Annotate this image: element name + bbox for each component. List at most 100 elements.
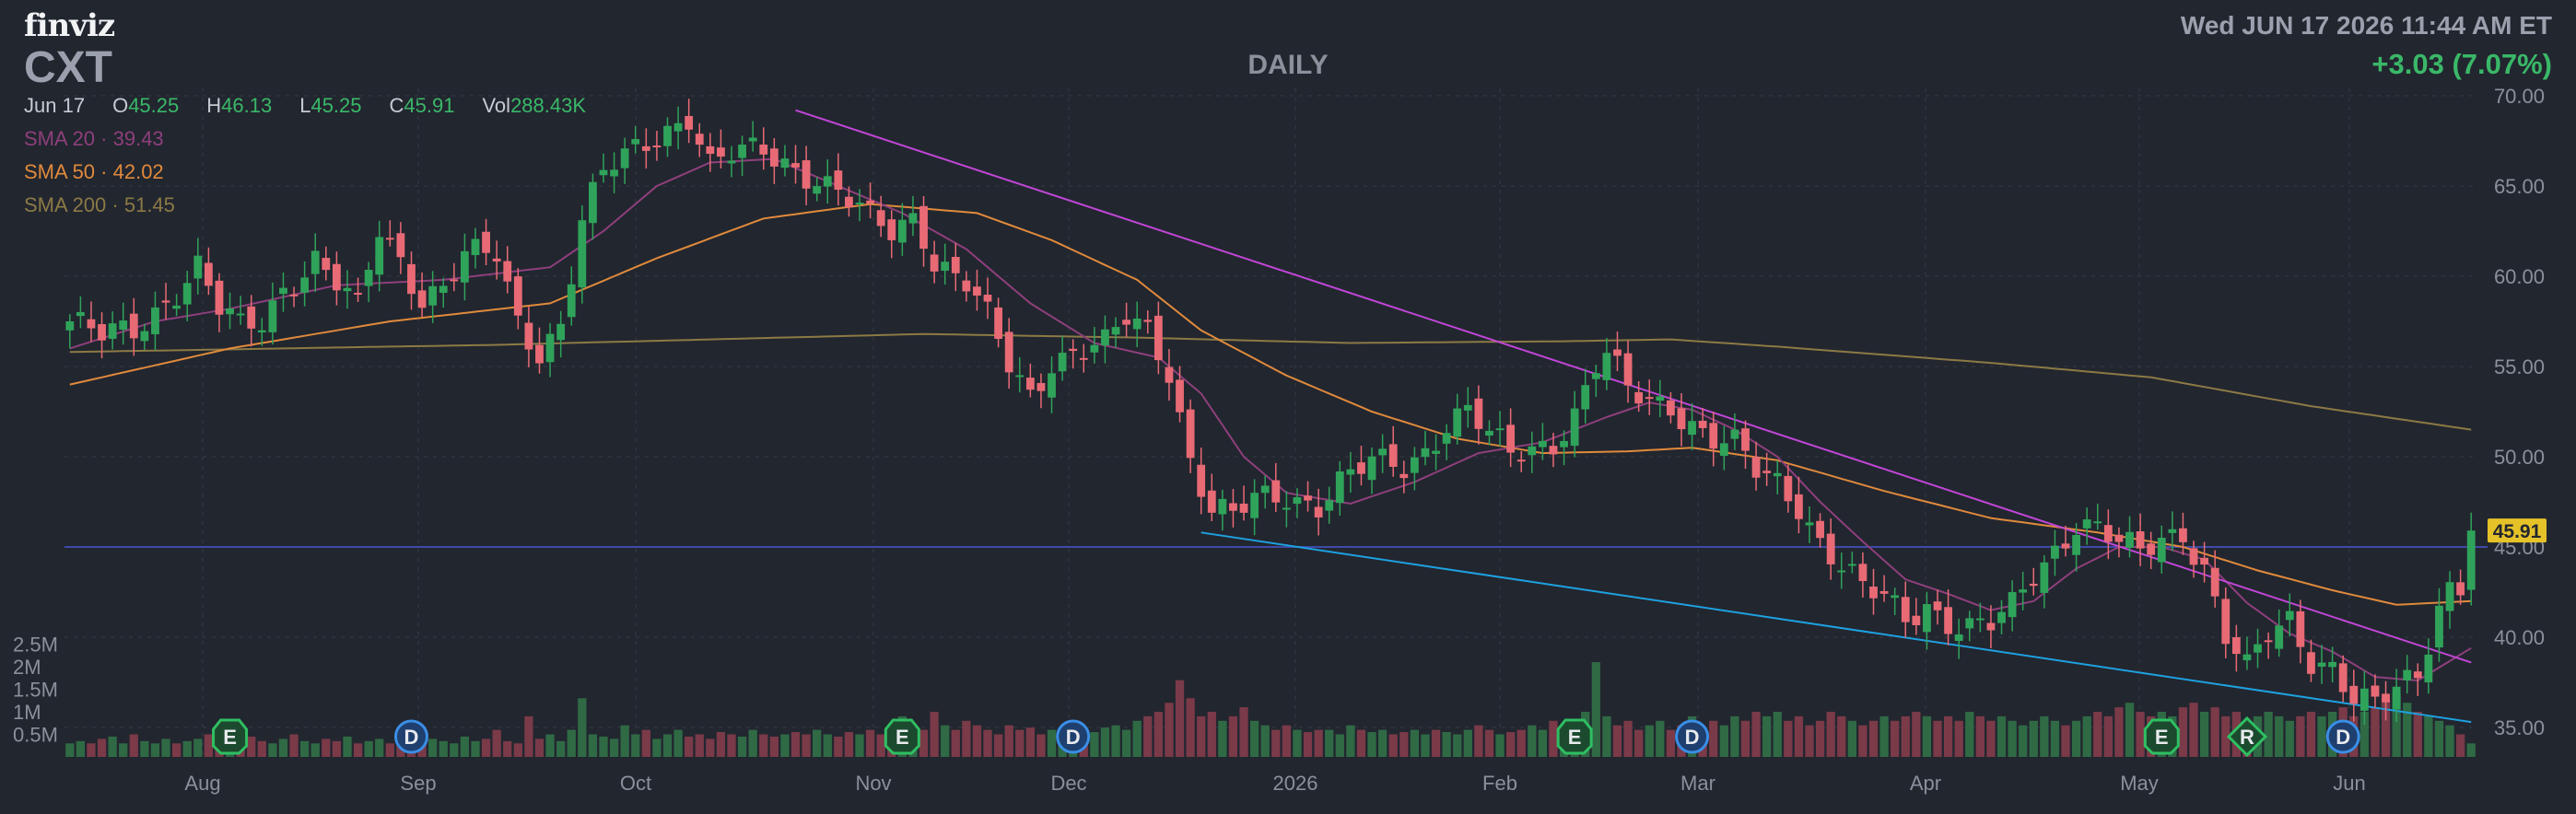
candle-body	[1837, 570, 1846, 573]
candle-body	[1176, 379, 1184, 413]
candle-body	[2456, 582, 2465, 596]
candle-body	[2040, 562, 2049, 593]
volume-bar	[534, 738, 544, 757]
candle-body	[589, 181, 597, 224]
volume-bar	[941, 725, 950, 757]
candle-body	[1805, 522, 1814, 526]
event-marker-label: D	[404, 726, 419, 749]
candle-body	[1795, 494, 1803, 519]
y-tick-label: 50.00	[2494, 446, 2545, 469]
volume-bar	[2008, 720, 2017, 757]
volume-bar	[855, 734, 864, 757]
candle-body	[1004, 331, 1013, 373]
volume-bar	[2210, 707, 2219, 757]
x-tick-label: 2026	[1273, 772, 1318, 795]
candle-body	[1516, 459, 1526, 462]
lower-trendline	[1200, 531, 2472, 724]
candle-body	[450, 279, 459, 282]
quote-date: Jun 17	[24, 94, 86, 117]
volume-bar	[1367, 732, 1376, 757]
finviz-logo[interactable]: finviz	[24, 7, 115, 44]
volume-bar	[706, 738, 715, 757]
volume-bar	[268, 743, 277, 757]
candle-body	[300, 277, 310, 293]
volume-bar	[1442, 732, 1451, 757]
candle-body	[717, 147, 725, 157]
candle-body	[727, 160, 736, 164]
volume-bar	[1762, 715, 1772, 757]
volume-bar	[673, 729, 683, 757]
volume-bar	[1858, 725, 1868, 757]
candle-body	[1048, 373, 1056, 398]
volume-bar	[310, 743, 320, 757]
volume-bar	[278, 738, 288, 757]
dividend-marker	[393, 719, 428, 754]
candle-body	[685, 115, 694, 130]
last-price-badge	[2488, 518, 2547, 543]
volume-bar	[417, 743, 427, 757]
candle-body	[513, 276, 522, 316]
volume-bar	[2275, 715, 2284, 757]
volume-bar	[972, 725, 982, 757]
candle-body	[973, 286, 981, 296]
volume-bar	[641, 729, 650, 757]
dividend-marker	[2325, 719, 2360, 754]
volume-bar	[1431, 729, 1441, 757]
volume-bar	[439, 740, 448, 757]
candle-body	[1901, 597, 1910, 622]
volume-bar	[2103, 715, 2113, 757]
candle-body	[2445, 582, 2454, 611]
volume-bar	[2178, 707, 2188, 757]
volume-bar	[2264, 712, 2273, 757]
candle-body	[1346, 469, 1355, 475]
volume-tick-label: 1.5M	[13, 679, 58, 702]
volume-bar	[1303, 732, 1313, 757]
sma20-legend[interactable]: SMA 20 · 39.43	[24, 127, 164, 150]
volume-bar	[716, 732, 726, 757]
candle-body	[930, 254, 939, 272]
sma200-line	[69, 332, 2472, 431]
candle-body	[1442, 433, 1451, 444]
candle-body	[1474, 398, 1483, 429]
volume-bar	[2403, 703, 2412, 757]
volume-bar	[140, 740, 149, 757]
candle-body	[567, 284, 576, 318]
volume-bar	[588, 734, 598, 757]
volume-bar	[322, 738, 331, 757]
volume-bar	[87, 743, 96, 757]
volume-bar	[129, 734, 138, 757]
candle-body	[1933, 601, 1942, 610]
volume-bar	[1623, 720, 1633, 757]
volume-bar	[1249, 720, 1259, 757]
candle-body	[673, 122, 683, 132]
volume-bar	[2050, 720, 2060, 757]
y-tick-label: 65.00	[2494, 175, 2545, 198]
volume-bar	[930, 712, 939, 757]
volume-bar	[2189, 703, 2198, 757]
candle-body	[1975, 618, 1985, 621]
sma200-legend[interactable]: SMA 200 · 51.45	[24, 193, 175, 216]
volume-bar	[2371, 707, 2380, 757]
candle-body	[1186, 409, 1195, 459]
volume-bar	[119, 743, 128, 757]
candle-body	[2210, 567, 2219, 597]
volume-bar	[1421, 734, 1430, 757]
event-marker-label: D	[2336, 726, 2350, 749]
candle-body	[140, 331, 149, 342]
x-tick-label: May	[2120, 772, 2159, 795]
candle-body	[482, 231, 490, 253]
volume-bar	[1591, 662, 1600, 757]
candle-body	[855, 203, 864, 205]
volume-bar	[599, 736, 608, 757]
low-value-group: L45.25	[299, 94, 361, 118]
candle-body	[791, 163, 800, 168]
volume-bar	[1090, 732, 1099, 757]
volume-bar	[620, 725, 629, 757]
volume-bar	[503, 740, 512, 757]
sma50-legend[interactable]: SMA 50 · 42.02	[24, 160, 164, 183]
candle-body	[1645, 397, 1654, 400]
volume-bar	[1986, 720, 1996, 757]
volume-bar	[919, 729, 929, 757]
volume-bar	[844, 732, 854, 757]
